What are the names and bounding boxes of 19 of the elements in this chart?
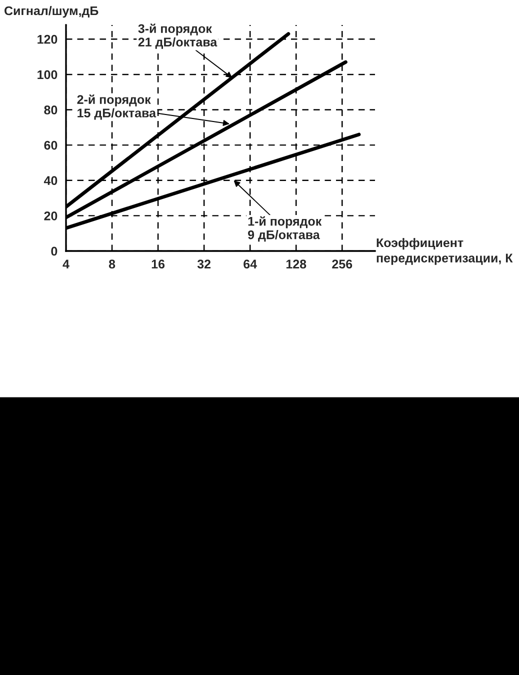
y-axis-title: Сигнал/шум,дБ <box>4 6 98 18</box>
y-tick-label: 120 <box>38 34 58 44</box>
x-tick-label: 256 <box>332 260 352 269</box>
x-tick-label: 128 <box>286 260 306 269</box>
x-tick-label: 8 <box>108 260 116 269</box>
y-tick-label: 0 <box>51 246 58 256</box>
x-tick-label: 32 <box>197 260 211 269</box>
y-tick-label: 40 <box>44 176 58 186</box>
annotation: 1-й порядок 9 дБ/октава <box>248 216 322 242</box>
x-axis-title: Коэффициент передискретизации, К <box>376 238 513 265</box>
y-tick-label: 60 <box>44 140 58 150</box>
annotation: 3-й порядок 21 дБ/октава <box>138 24 218 49</box>
x-tick-label: 4 <box>62 260 70 268</box>
y-tick-label: 80 <box>44 106 58 114</box>
y-tick-label: 100 <box>38 70 58 80</box>
y-tick-label: 20 <box>44 211 58 220</box>
x-tick-label: 16 <box>152 260 165 269</box>
annotation: 2-й порядок 15 дБ/октава <box>77 94 156 120</box>
x-tick-label: 64 <box>244 260 257 269</box>
